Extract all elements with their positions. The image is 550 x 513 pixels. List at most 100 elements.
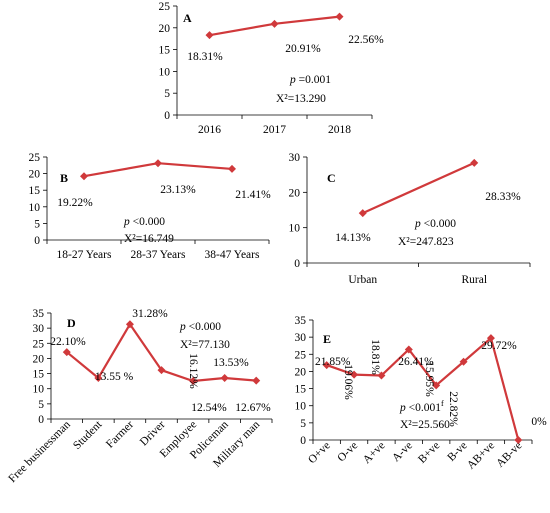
y-tick-label: 5 [164, 88, 170, 100]
data-label: 19.22% [57, 197, 93, 209]
data-label: 20.91% [285, 43, 321, 55]
panel-letter: C [327, 171, 336, 185]
y-tick-label: 0 [294, 258, 300, 270]
x-tick-label: 28-37 Years [131, 249, 186, 261]
y-tick-label: 5 [34, 218, 40, 230]
data-point [154, 159, 162, 168]
y-tick-label: 30 [289, 152, 301, 164]
data-label: 26.41% [398, 356, 434, 368]
y-tick-label: 15 [295, 384, 307, 396]
chi-square: X²=247.823 [398, 236, 454, 248]
y-tick-label: 10 [159, 66, 171, 78]
x-tick-label: B-ve [445, 440, 469, 464]
data-point [404, 345, 413, 354]
data-point [125, 320, 134, 329]
data-point [358, 209, 367, 218]
panel-letter: B [60, 171, 68, 185]
x-tick-label: A-ve [390, 440, 415, 465]
y-tick-label: 15 [159, 45, 171, 57]
data-label: 23.13% [160, 184, 196, 196]
series-line [362, 161, 475, 215]
y-tick-label: 0 [164, 110, 170, 122]
p-value: p <0.000 [414, 218, 456, 230]
data-label: 28.33% [485, 191, 521, 203]
data-label: 21.41% [235, 189, 271, 201]
data-point [220, 374, 229, 383]
data-point [205, 31, 214, 40]
data-point [80, 172, 88, 181]
data-label: 12.54% [191, 402, 227, 414]
chi-square: X²=25.560 [400, 419, 450, 431]
y-tick-label: 15 [33, 369, 45, 381]
x-tick-label: AB+ve [465, 440, 497, 472]
y-tick-label: 10 [33, 384, 45, 396]
chi-square: X²=16.749 [124, 233, 174, 245]
data-label: 29.72% [481, 340, 517, 352]
x-tick-label: 2018 [328, 124, 351, 136]
data-point [252, 376, 261, 385]
data-point [322, 361, 331, 370]
chi-square: X²=77.130 [180, 339, 230, 351]
x-tick-label: 2017 [263, 124, 286, 136]
data-label: 18.31% [187, 51, 223, 63]
data-point [470, 158, 479, 167]
data-label: 15.95% [423, 361, 435, 397]
data-point [350, 370, 359, 379]
data-point [62, 348, 71, 357]
data-label: 16.12% [187, 353, 199, 389]
data-label: 13.53% [213, 357, 249, 369]
y-tick-label: 25 [159, 1, 171, 13]
panel-letter: A [183, 11, 192, 25]
x-tick-label: Driver [138, 419, 168, 449]
y-tick-label: 20 [289, 187, 301, 199]
y-tick-label: 35 [33, 308, 45, 320]
y-tick-label: 5 [300, 418, 306, 430]
series-line [326, 337, 520, 441]
data-label: 22.56% [348, 34, 384, 46]
y-tick-label: 10 [289, 223, 301, 235]
p-value: p <0.001f [399, 399, 444, 414]
x-tick-label: 18-27 Years [57, 249, 112, 261]
y-tick-label: 15 [29, 185, 41, 197]
y-tick-label: 10 [29, 202, 41, 214]
data-label: 21.85% [315, 356, 351, 368]
data-point [486, 334, 495, 343]
y-tick-label: 30 [33, 323, 45, 335]
data-point [270, 19, 279, 28]
y-tick-label: 20 [29, 169, 41, 181]
y-tick-label: 30 [295, 332, 307, 344]
x-tick-label: Free businessman [6, 418, 73, 485]
p-value: p <0.000 [179, 321, 221, 333]
panel-letter: D [67, 316, 76, 330]
x-tick-label: Rural [461, 274, 487, 286]
data-point [228, 164, 236, 173]
data-point [94, 373, 103, 382]
data-label: 12.67% [235, 402, 271, 414]
x-tick-label: A+ve [361, 440, 388, 467]
x-tick-label: B+ve [416, 440, 442, 466]
data-point [432, 381, 441, 390]
y-tick-label: 0 [300, 435, 306, 447]
data-label: 22.82% [447, 391, 459, 427]
x-tick-label: Student [71, 418, 105, 452]
data-point [157, 366, 166, 375]
x-tick-label: O-ve [335, 440, 360, 465]
y-tick-label: 20 [159, 23, 171, 35]
y-tick-label: 25 [33, 338, 45, 350]
x-tick-label: AB-ve [494, 440, 524, 470]
panel-a: 0 5 10 15 20 25 2016 2017 2018 18.31% 20.91% 22.56%… [159, 1, 385, 136]
data-label: 13.55 % [95, 371, 134, 383]
y-tick-label: 0 [38, 414, 44, 426]
y-tick-label: 25 [295, 349, 307, 361]
p-value: p <0.000 [123, 216, 165, 228]
data-label: 31.28% [132, 308, 168, 320]
x-tick-label: Farmer [104, 419, 136, 451]
data-label: 14.13% [335, 232, 371, 244]
y-tick-label: 35 [295, 315, 307, 327]
panel-letter: E [323, 332, 331, 346]
data-label: 22.10% [50, 336, 86, 348]
y-tick-label: 5 [38, 399, 44, 411]
